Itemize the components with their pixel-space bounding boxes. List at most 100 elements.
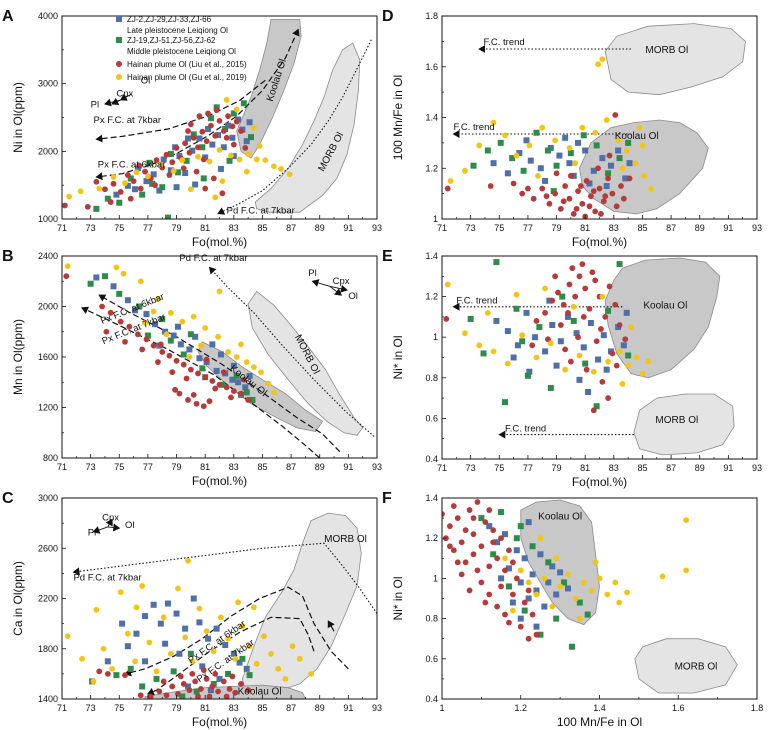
data-point [137,692,144,699]
data-point [579,200,586,207]
data-point [478,579,485,586]
data-point [615,147,622,154]
data-point [602,314,609,320]
data-point [230,388,237,394]
y-tick-label: 1200 [38,403,58,413]
data-point [278,166,284,172]
data-point [160,614,167,621]
trend-curve [95,28,300,181]
data-point [609,350,616,357]
data-point [177,673,184,680]
x-tick-label: 71 [437,223,447,233]
x-tick-label: 89 [315,703,325,713]
data-point [190,134,197,141]
data-point [450,503,457,509]
x-tick-label: 93 [752,463,762,473]
data-point [230,141,237,148]
data-point [96,668,103,675]
x-tick-label: 81 [580,463,590,473]
data-point [553,170,560,177]
data-point [535,172,541,179]
data-point [119,620,126,627]
data-point [157,161,164,168]
koolau-region [520,499,600,626]
data-point [545,579,552,586]
data-point [505,565,512,572]
data-point [104,670,111,677]
data-point [509,559,516,566]
x-tick-label: 87 [286,223,296,233]
data-point [596,185,603,192]
data-point [246,643,253,650]
data-point [180,351,187,358]
data-point [616,599,623,606]
data-point [175,691,181,697]
data-point [605,170,612,177]
data-point [225,122,232,129]
data-point [209,683,216,690]
data-point [169,683,176,690]
data-point [84,203,91,210]
data-point [143,336,150,343]
data-point [576,599,583,606]
data-point [519,190,526,197]
data-point [595,356,602,363]
data-point [533,623,540,630]
data-point [533,631,540,638]
x-tick-label: 91 [343,223,353,233]
x-tick-label: 77 [143,462,153,472]
data-point [147,693,154,699]
data-point [596,575,603,582]
x-tick-label: 75 [494,463,504,473]
x-tick-label: 87 [286,703,296,713]
y-tick-label: 2000 [38,302,58,312]
data-point [223,693,230,699]
data-point [203,356,210,363]
y-tick-label: 1.2 [425,163,438,173]
data-point [240,376,247,383]
data-point [576,376,583,383]
legend-label: ZJ-2,ZJ-29,ZJ-33,ZJ-66 [127,15,212,24]
data-point [605,307,612,314]
data-point [113,191,120,198]
data-point [197,686,204,692]
data-point [199,144,206,151]
data-point [446,543,453,550]
series-3 [444,112,633,219]
data-point [640,172,647,179]
data-point [122,338,128,345]
data-point [153,675,160,682]
x-tick-label: 77 [523,463,533,473]
mineral-vector [103,98,121,107]
data-point [615,137,622,144]
data-point [223,134,230,141]
data-point [547,384,554,391]
data-point [462,330,468,337]
data-point [139,191,146,198]
data-point [593,338,600,345]
series-4 [447,56,654,192]
data-point [150,601,157,608]
data-point [606,283,613,290]
data-point [216,381,223,388]
data-point [590,368,597,375]
data-point [556,152,563,159]
x-tick-label: 79 [552,223,562,233]
data-point [620,342,627,349]
data-point [93,274,100,281]
x-tick-label: 83 [229,703,239,713]
data-point [127,195,134,202]
annotation-label: Pl [308,268,316,279]
data-point [529,571,536,578]
region-label: Koolau Ol [538,512,582,523]
y-axis-label: Ni* in Ol [391,335,405,379]
data-point [215,688,221,695]
data-point [243,665,250,672]
data-point [104,658,111,665]
data-point [124,182,131,189]
data-point [166,172,173,178]
panel-e: Koolau Ol MORB Ol F.C. trend F.C. trend 71 73… [382,248,762,489]
trend-curve [327,620,335,632]
x-tick-label: 71 [57,703,67,713]
data-point [104,195,111,202]
